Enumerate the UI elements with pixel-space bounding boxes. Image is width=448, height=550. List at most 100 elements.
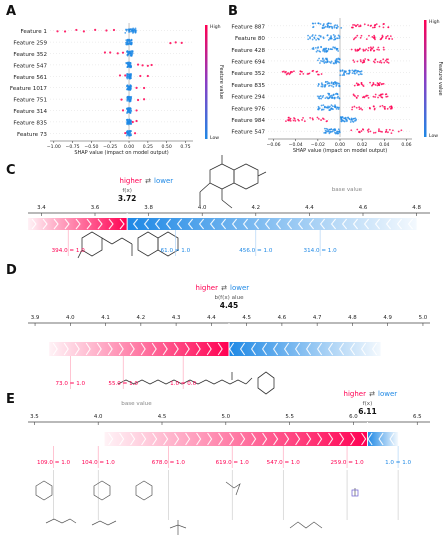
point-low [340,26,343,29]
panel-label-d: D [6,263,17,278]
point-low [328,132,331,135]
legend-arrows: ⇄ [369,390,375,398]
force-chevron [349,342,356,356]
point-high [362,48,365,51]
point-low [322,94,325,97]
point-low [320,85,323,88]
point-high [386,95,389,98]
feature-label: 619.0 = 1.0 [216,460,250,466]
point-low [126,130,128,133]
point-low [324,97,327,100]
point-high [362,61,365,64]
x-tick-label: 3.6 [91,205,100,211]
legend-arrows: ⇄ [145,177,151,185]
point-high [365,94,368,97]
point-high [391,38,394,40]
point-low [127,39,130,42]
point-high [124,74,127,77]
x-tick-label: 3.9 [31,315,40,321]
point-low [332,85,335,88]
point-high [174,41,177,44]
x-tick-label: 4.2 [252,205,261,211]
legend-higher: higher [344,390,367,398]
point-high [356,34,359,37]
point-high [371,36,374,38]
force-chevron [250,342,257,356]
point-low [325,127,328,130]
force-chevron [176,218,183,230]
point-high [379,105,382,108]
base-value-label: base value [121,401,152,407]
point-low [350,119,352,121]
point-low [130,50,133,52]
point-low [129,100,131,103]
point-high [369,81,371,84]
point-low [327,22,330,25]
force-chevron [262,432,268,446]
point-high [384,37,387,40]
colorbar-low-label: Low [210,135,219,141]
feature-label: 314.0 = 1.0 [304,248,338,254]
point-high [361,84,364,86]
point-low [335,107,338,110]
point-high [383,106,385,108]
force-chevron [187,218,194,230]
point-high [352,26,354,29]
x-tick-label: 0.04 [379,142,389,148]
point-low [330,94,333,97]
point-high [121,51,125,54]
point-low [318,57,320,60]
point-high [387,62,390,64]
molecule-structure-e [117,371,275,395]
point-high [380,38,383,40]
point-low [130,30,132,33]
force-chevron [330,218,337,230]
point-low [326,130,329,133]
point-low [331,105,334,108]
force-chevron [240,432,246,446]
colorbar-high-label: High [429,19,440,25]
point-high [357,49,360,52]
point-low [129,77,132,80]
point-high [384,108,386,110]
point-low [130,29,133,31]
point-low [126,118,129,121]
point-low [321,83,323,86]
point-high [375,23,378,26]
point-high [359,59,362,61]
x-tick-label: 4.6 [359,205,368,211]
force-chevron [218,432,224,446]
point-high [131,120,134,124]
point-high [362,128,365,131]
point-high [372,131,375,134]
point-low [127,130,130,133]
point-low [354,119,357,122]
point-high [367,59,370,62]
point-low [352,121,355,123]
point-low [309,36,311,39]
point-high [281,70,284,73]
x-tick-label: 4.2 [137,315,146,321]
point-low [128,42,131,45]
point-low [134,29,137,32]
feature-label: 61.0 = 1.0 [161,248,191,254]
point-low [336,106,339,109]
colorbar-title: Feature value [218,65,224,99]
point-low [126,120,129,123]
point-low [127,42,129,45]
point-low [323,59,325,62]
base-value-label: base value [332,187,363,193]
point-high [118,74,122,77]
point-low [348,70,351,72]
point-low [125,43,128,45]
point-low [329,62,332,64]
point-high [287,119,290,122]
point-high [390,105,393,108]
point-low [333,97,336,100]
point-high [103,51,107,54]
point-high [387,26,390,29]
force-chevron [305,342,312,356]
point-low [324,81,327,84]
point-high [75,28,78,32]
